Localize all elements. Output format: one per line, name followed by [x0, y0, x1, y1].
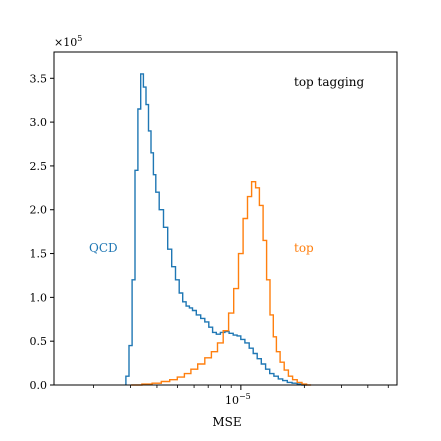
plot-frame — [53, 51, 398, 386]
y-tick-label: 0.5 — [30, 335, 48, 348]
x-tick-label: 10−5 — [225, 392, 251, 407]
x-axis-label: MSE — [212, 415, 241, 429]
axes: 0.0 0.5 1.0 1.5 2.0 2.5 3.0 3.5 ×105 10−5 — [30, 34, 389, 407]
series-line-top — [131, 181, 312, 386]
y-tick-label: 2.5 — [30, 160, 48, 173]
y-tick-label: 0.0 — [30, 379, 48, 392]
series-line-qcd — [125, 73, 307, 386]
y-offset-label: ×105 — [54, 34, 82, 49]
plot-area — [125, 73, 312, 386]
annotation-qcd: QCD — [89, 241, 118, 255]
annotation-top: top — [294, 241, 314, 255]
annotation-top-tagging: top tagging — [294, 75, 364, 89]
labels: top tagging QCD top MSE — [89, 75, 364, 429]
y-tick-label: 1.0 — [30, 291, 48, 304]
y-tick-label: 3.0 — [30, 116, 48, 129]
y-tick-label: 1.5 — [30, 248, 48, 261]
y-tick-label: 3.5 — [30, 72, 48, 85]
y-tick-label: 2.0 — [30, 204, 48, 217]
